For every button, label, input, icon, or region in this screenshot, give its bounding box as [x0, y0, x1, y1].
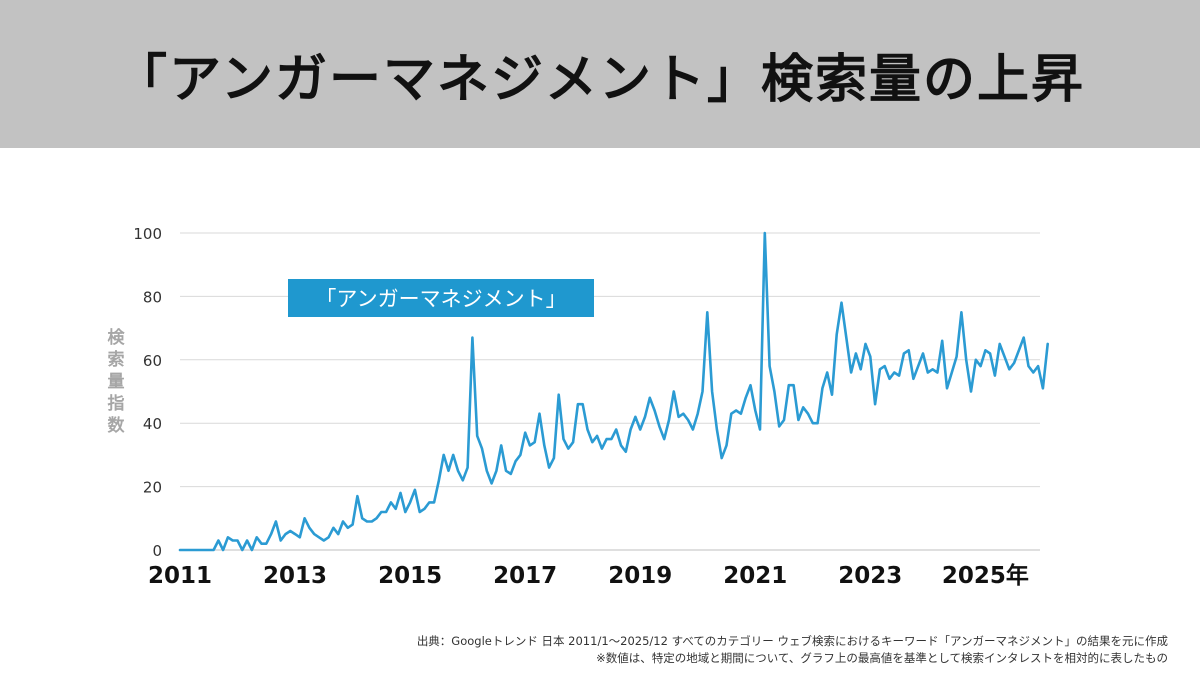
x-tick-label: 2013	[263, 563, 327, 589]
y-axis-title: 検索量指数	[107, 328, 125, 436]
y-tick-label: 80	[143, 288, 162, 306]
y-tick-label: 40	[143, 415, 162, 433]
page-title: 「アンガーマネジメント」検索量の上昇	[115, 48, 1085, 110]
series-line	[178, 231, 1049, 552]
line-chart: 0 20 40 60 80 100 2011 2013 2015 2017 2019 2021 2023…	[133, 225, 1049, 589]
x-tick-label: 2019	[608, 563, 672, 589]
x-tick-label: 2015	[378, 563, 442, 589]
x-tick-label: 2025年	[942, 562, 1029, 589]
x-tick-label: 2023	[838, 563, 902, 589]
y-tick-label: 60	[143, 352, 162, 370]
x-tick-label: 2011	[148, 563, 212, 589]
y-tick-label: 0	[152, 542, 162, 560]
footnote: ※数値は、特定の地域と期間について、グラフ上の最高値を基準として検索インタレスト…	[596, 651, 1168, 665]
series-label: 「アンガーマネジメント」	[315, 287, 566, 311]
y-tick-label: 100	[133, 225, 162, 243]
title-banner: 「アンガーマネジメント」検索量の上昇	[0, 0, 1200, 148]
source-note: 出典：Googleトレンド 日本 2011/1〜2025/12 すべてのカテゴリ…	[416, 634, 1168, 648]
series-label-box	[288, 279, 594, 317]
source-notes: 出典：Googleトレンド 日本 2011/1〜2025/12 すべてのカテゴリ…	[417, 633, 1168, 667]
x-tick-label: 2021	[723, 563, 787, 589]
y-tick-label: 20	[143, 479, 162, 497]
x-tick-label: 2017	[493, 563, 557, 589]
